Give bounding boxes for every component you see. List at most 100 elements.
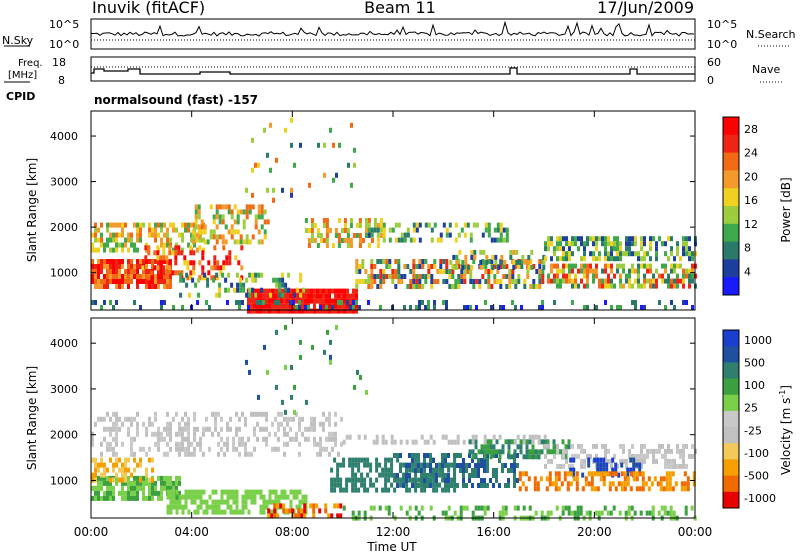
power-cell [197,229,201,235]
velocity-cell [495,478,498,483]
velocity-cell [474,473,477,478]
velocity-cell [262,509,266,515]
power-cell [257,209,261,215]
velocity-cell [474,505,478,511]
power-cell [469,232,473,238]
power-cell [610,278,613,284]
velocity-cell [548,471,552,477]
velocity-cell [670,463,673,469]
velocity-cell [283,416,286,422]
power-cell [352,233,356,238]
power-cell [289,308,292,314]
velocity-cell [139,462,142,468]
power-cell [100,305,103,310]
velocity-cell [658,448,661,454]
power-cell [361,259,365,264]
power-cell [197,234,201,240]
velocity-cell [372,482,376,488]
power-cell [307,293,310,299]
power-cell [188,292,192,298]
power-cell [274,300,277,305]
power-cell [136,279,139,284]
velocity-cell [576,505,580,511]
velocity-cell [319,436,322,442]
power-cell [236,229,240,235]
power-cell [637,268,640,274]
power-cell [388,259,392,264]
power-cell [316,293,319,299]
power-cell [209,229,213,235]
power-cell [160,237,163,243]
power-cell [310,298,313,304]
velocity-cell [313,441,316,447]
power-cell [676,241,679,247]
velocity-cell [471,454,475,460]
velocity-cell [632,467,636,473]
power-cell [541,274,545,279]
power-cell [340,288,343,294]
power-cell [445,269,449,274]
velocity-cell [555,505,559,511]
velocity-cell [519,444,523,450]
velocity-cell [166,426,169,432]
velocity-cell [683,481,687,487]
velocity-cell [247,436,250,442]
power-cell [355,284,359,289]
power-cell [194,204,198,210]
x-axis-label: Time UT [366,540,417,554]
velocity-cell [181,446,184,452]
power-cell [174,270,178,276]
velocity-cell [208,504,212,510]
velocity-cell [447,483,450,488]
velocity-cell [685,443,688,449]
power-cell [313,303,316,309]
velocity-cell [199,499,203,505]
velocity-cell [414,487,418,493]
power-cell [100,284,103,289]
power-cell [281,187,284,193]
power-cell [271,308,274,314]
velocity-cell [354,477,358,483]
velocity-cell [492,483,495,488]
velocity-cell [301,416,304,422]
power-cell [109,232,112,238]
velocity-cell [262,436,265,442]
velocity-cell [263,344,266,350]
velocity-cell [564,505,568,511]
power-cell [485,254,489,260]
power-cell [568,278,571,284]
velocity-cell [483,449,487,455]
power-cell [292,303,295,309]
power-cell [601,236,604,242]
velocity-cell [667,458,670,464]
velocity-cell [459,505,463,511]
power-cell [457,259,461,264]
power-cell [589,268,592,274]
power-cell [239,287,243,293]
velocity-cell [112,436,115,442]
velocity-cell [679,463,682,469]
velocity-colorbar-swatch [723,378,739,396]
power-cell [157,274,160,279]
power-cell [625,241,628,247]
velocity-cell [124,477,127,483]
power-cell [682,273,685,279]
velocity-cell [244,451,247,457]
velocity-cell [587,457,591,463]
velocity-cell [381,472,385,478]
velocity-cell [643,443,646,449]
velocity-cell [685,463,688,469]
power-cell [409,284,413,289]
velocity-cell [375,434,379,440]
power-cell [316,228,320,233]
power-cell [370,259,374,264]
power-cell [221,239,225,245]
velocity-cell [637,453,640,459]
velocity-cell [157,446,160,452]
velocity-cell [569,467,573,473]
power-cell [538,279,542,284]
power-cell [260,224,264,230]
power-cell [622,251,625,257]
velocity-cell [372,439,376,445]
power-cell [592,241,595,247]
